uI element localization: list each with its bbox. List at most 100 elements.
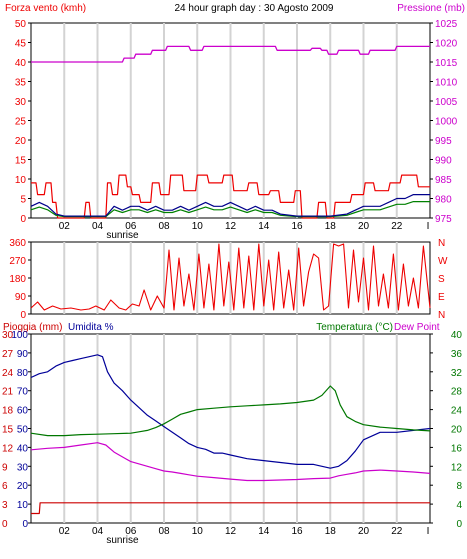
time-tick-label: 20 [358,221,370,232]
direction-tick-label: 270 [9,256,26,267]
rain-tick-label: 18 [2,406,14,417]
time-end-label: I [427,526,430,537]
pressure-tick-label: 1025 [435,19,458,30]
time-tick-label: 06 [125,221,137,232]
avg-wind-line [30,194,430,217]
rain-tick-label: 0 [2,519,8,530]
humidity-tick-label: 100 [11,330,28,341]
wind-axis-title: Forza vento (kmh) [5,3,86,14]
sunrise-label: sunrise [106,230,139,241]
humidity-tick-label: 30 [17,462,29,473]
pressure-tick-label: 1010 [435,78,458,89]
pressure-tick-label: 975 [435,214,452,225]
compass-label: E [438,292,445,303]
temperature-tick-label: 24 [451,406,463,417]
rain-tick-label: 12 [2,443,14,454]
pressure-tick-label: 1000 [435,117,458,128]
pressure-tick-label: 995 [435,136,452,147]
direction-tick-label: 360 [9,238,26,249]
dewpoint-axis-title: Dew Point [394,322,440,333]
rain-tick-label: 24 [2,368,14,379]
pressure-tick-label: 990 [435,156,452,167]
compass-label: W [438,256,448,267]
temperature-axis-title: Temperatura (°C) [316,322,393,333]
pressure-tick-label: 980 [435,195,452,206]
humidity-tick-label: 40 [17,443,29,454]
rain-tick-label: 6 [2,481,8,492]
time-tick-label: 12 [225,526,237,537]
pressure-tick-label: 1005 [435,97,458,108]
compass-label: N [438,310,445,321]
time-tick-label: 12 [225,221,237,232]
rain-tick-label: 15 [2,425,14,436]
temperature-tick-label: 4 [456,500,462,511]
wind-tick-label: 0 [20,214,26,225]
time-end-label: I [427,221,430,232]
rain-tick-label: 21 [2,387,14,398]
dewpoint-line [30,442,431,482]
time-tick-label: 10 [192,221,204,232]
wind-tick-label: 35 [15,78,27,89]
time-tick-label: 02 [59,526,71,537]
wind-tick-label: 10 [15,175,27,186]
sunrise-label: sunrise [106,535,139,546]
time-tick-label: 14 [258,526,270,537]
time-tick-label: 20 [358,526,370,537]
humidity-tick-label: 50 [17,425,29,436]
direction-line [30,243,431,311]
time-tick-label: 16 [291,526,303,537]
wind-tick-label: 30 [15,97,27,108]
humidity-tick-label: 80 [17,368,29,379]
time-tick-label: 14 [258,221,270,232]
chart-title: 24 hour graph day : 30 Agosto 2009 [174,3,333,14]
rain-tick-label: 30 [2,330,14,341]
pressure-tick-label: 1020 [435,39,458,50]
temperature-tick-label: 0 [456,519,462,530]
wind-tick-label: 15 [15,156,27,167]
humidity-line [30,354,431,469]
wind-tick-label: 45 [15,39,27,50]
time-tick-label: 18 [325,526,337,537]
temperature-tick-label: 12 [451,462,463,473]
time-tick-label: 06 [125,526,137,537]
rain-line [31,502,430,515]
temperature-line [30,385,431,437]
humidity-axis-title: Umidita % [68,322,114,333]
pressure-tick-label: 1015 [435,58,458,69]
rain-tick-label: 27 [2,349,14,360]
rain-axis-title: Pioggia (mm) [3,322,62,333]
wind-tick-label: 50 [15,19,27,30]
humidity-tick-label: 10 [17,500,29,511]
compass-label: S [438,274,445,285]
direction-tick-label: 90 [15,292,27,303]
wind-tick-label: 20 [15,136,27,147]
compass-label: N [438,238,445,249]
gust-line [31,174,430,219]
temperature-tick-label: 40 [451,330,463,341]
humidity-tick-label: 70 [17,387,29,398]
humidity-tick-label: 20 [17,481,29,492]
wind-pressure-panel: 0510152025303540455097598098599099510001… [15,19,458,225]
rain-tick-label: 9 [2,462,8,473]
rain-tick-label: 3 [2,500,8,511]
temperature-tick-label: 28 [451,387,463,398]
temperature-tick-label: 20 [451,425,463,436]
humidity-tick-label: 90 [17,349,29,360]
time-tick-label: 02 [59,221,71,232]
pressure-tick-label: 985 [435,175,452,186]
wind-tick-label: 5 [20,195,26,206]
humidity-tick-label: 60 [17,406,29,417]
time-tick-label: 08 [158,221,170,232]
temperature-tick-label: 16 [451,443,463,454]
rain-humidity-temperature-panel: Pioggia (mm) Umidita % Temperatura (°C) Dew… [2,322,462,530]
time-tick-label: 18 [325,221,337,232]
pressure-axis-title: Pressione (mb) [397,3,465,14]
time-tick-label: 22 [391,221,403,232]
wind-tick-label: 25 [15,117,27,128]
temperature-tick-label: 8 [456,481,462,492]
time-tick-label: 16 [291,221,303,232]
time-tick-label: 22 [391,526,403,537]
temperature-tick-label: 32 [451,368,463,379]
